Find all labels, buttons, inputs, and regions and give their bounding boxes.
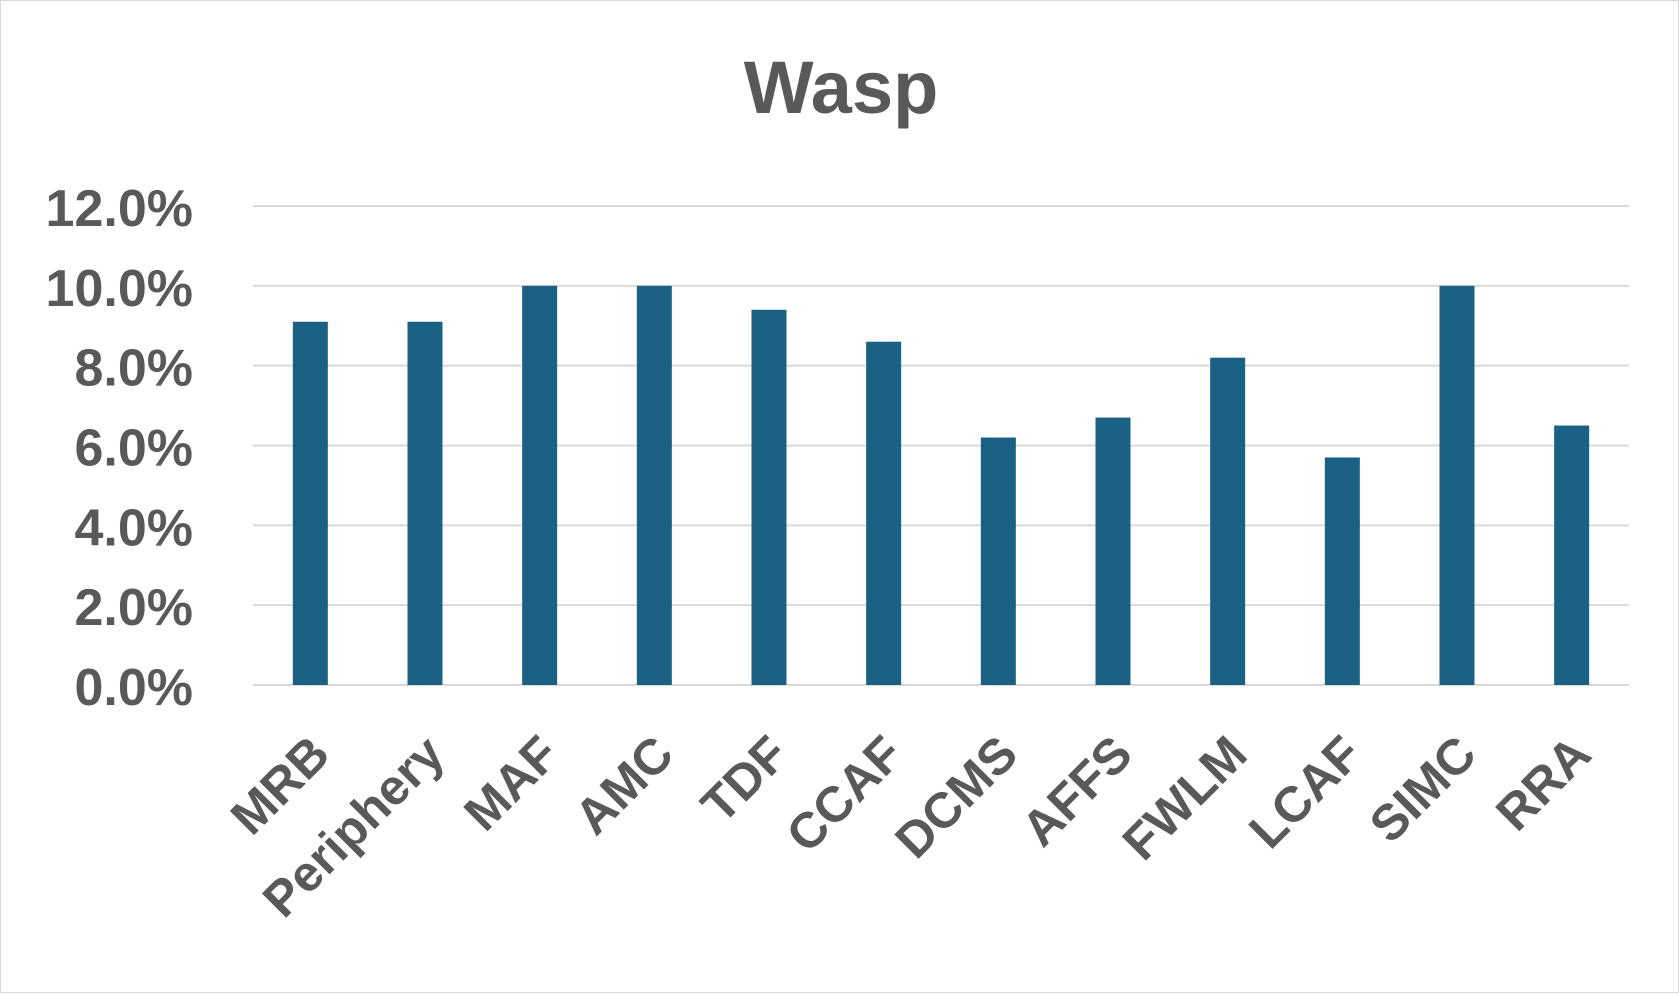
bar-fwlm — [1210, 357, 1246, 685]
bar-tdf — [751, 309, 787, 685]
chart-title: Wasp — [744, 46, 939, 129]
x-tick-label: AMC — [564, 725, 684, 845]
x-tick-label: LCAF — [1238, 725, 1372, 859]
y-tick-label: 4.0% — [74, 499, 193, 557]
bar-ccaf — [866, 341, 902, 685]
y-axis-ticks: 0.0% 2.0% 4.0% 6.0% 8.0% 10.0% 12.0% — [46, 180, 193, 717]
y-tick-label: 8.0% — [74, 340, 193, 398]
bar-affs — [1095, 417, 1131, 685]
y-tick-label: 12.0% — [46, 180, 193, 238]
bar-periphery — [407, 321, 443, 685]
bar-dcms — [980, 437, 1016, 685]
bar-lcaf — [1324, 457, 1360, 685]
x-tick-label: DCMS — [884, 725, 1028, 869]
x-tick-label: RRA — [1485, 725, 1601, 841]
bar-mrb — [292, 321, 328, 685]
x-tick-label: CCAF — [776, 725, 914, 863]
y-tick-label: 6.0% — [74, 420, 193, 478]
x-tick-label: FWLM — [1112, 725, 1258, 871]
bar-rra — [1554, 425, 1590, 685]
x-tick-label: MAF — [453, 725, 569, 841]
bar-amc — [636, 285, 672, 685]
bar-maf — [522, 285, 558, 685]
y-tick-label: 10.0% — [46, 260, 193, 318]
bar-simc — [1439, 285, 1475, 685]
bars — [292, 285, 1590, 685]
x-tick-label: SIMC — [1359, 725, 1487, 853]
y-tick-label: 0.0% — [74, 659, 193, 717]
y-tick-label: 2.0% — [74, 579, 193, 637]
gridlines — [253, 205, 1629, 686]
